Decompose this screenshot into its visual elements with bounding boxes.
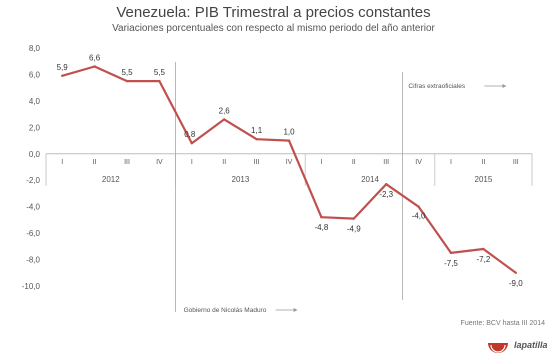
quarter-label: IV <box>286 159 293 166</box>
y-tick-label: -6,0 <box>26 229 40 238</box>
source-note: Fuente: BCV hasta III 2014 <box>460 320 545 327</box>
quarter-label: I <box>191 159 193 166</box>
data-point <box>125 79 129 83</box>
quarter-label: III <box>124 159 130 166</box>
y-tick-label: -4,0 <box>26 203 40 212</box>
data-point <box>223 118 226 121</box>
annotation-maduro: Gobierno de Nicolás Maduro <box>184 307 267 314</box>
quarter-label: II <box>93 159 97 166</box>
quarter-label: I <box>320 159 322 166</box>
data-point <box>352 217 355 220</box>
y-tick-label: -2,0 <box>26 176 40 185</box>
annotation-arrow-head <box>293 308 298 312</box>
data-label: -4,0 <box>412 212 426 221</box>
data-point <box>158 79 161 83</box>
data-point <box>320 216 323 219</box>
y-tick-label: 0,0 <box>29 150 41 159</box>
gdp-series-line <box>61 65 517 274</box>
quarter-label: I <box>61 159 63 166</box>
chart-title: Venezuela: PIB Trimestral a precios cons… <box>116 4 431 21</box>
y-tick-label: 6,0 <box>29 70 41 79</box>
year-label: 2012 <box>102 175 120 184</box>
data-point <box>287 139 291 142</box>
data-point <box>255 138 258 141</box>
quarter-label: III <box>383 159 389 166</box>
logo-text: lapatilla <box>514 340 547 350</box>
data-label: -9,0 <box>509 279 523 288</box>
data-label: -2,3 <box>379 190 393 199</box>
y-tick-label: 8,0 <box>29 44 41 53</box>
data-label: -4,9 <box>347 225 361 234</box>
quarter-label: III <box>254 159 260 166</box>
y-tick-label: -8,0 <box>26 256 40 265</box>
data-label: 6,6 <box>89 54 101 63</box>
data-label: -7,5 <box>444 259 458 268</box>
data-point <box>482 247 485 251</box>
year-label: 2014 <box>361 175 379 184</box>
quarter-label: I <box>450 159 452 166</box>
annotation-arrow-head <box>502 84 507 88</box>
data-point <box>93 65 96 68</box>
data-label: 0,8 <box>184 130 196 139</box>
data-label: -7,2 <box>477 255 491 264</box>
data-label: -4,8 <box>315 223 329 232</box>
data-label: 5,5 <box>154 68 166 77</box>
quarter-label: II <box>222 159 226 166</box>
data-point <box>514 271 517 274</box>
data-point <box>190 142 193 145</box>
quarter-label: IV <box>156 159 163 166</box>
data-label: 1,1 <box>251 126 263 135</box>
data-label: 2,6 <box>219 106 231 115</box>
quarter-label: II <box>481 159 485 166</box>
data-point <box>385 182 388 186</box>
y-tick-label: -10,0 <box>22 282 41 291</box>
data-point <box>61 74 64 77</box>
year-label: 2013 <box>232 175 250 184</box>
y-tick-label: 2,0 <box>29 123 41 132</box>
annotation-extraoficiales: Cifras extraoficiales <box>408 83 465 90</box>
data-label: 1,0 <box>283 128 295 137</box>
year-label: 2015 <box>475 175 493 184</box>
quarter-label: III <box>513 159 519 166</box>
lapatilla-logo-icon <box>488 343 508 353</box>
chart-subtitle: Variaciones porcentuales con respecto al… <box>112 23 435 34</box>
data-point <box>417 205 420 208</box>
data-label: 5,9 <box>57 63 69 72</box>
data-point <box>449 251 453 255</box>
y-tick-label: 4,0 <box>29 97 41 106</box>
quarter-label: II <box>352 159 356 166</box>
quarter-label: IV <box>415 159 422 166</box>
data-label: 5,5 <box>121 68 133 77</box>
